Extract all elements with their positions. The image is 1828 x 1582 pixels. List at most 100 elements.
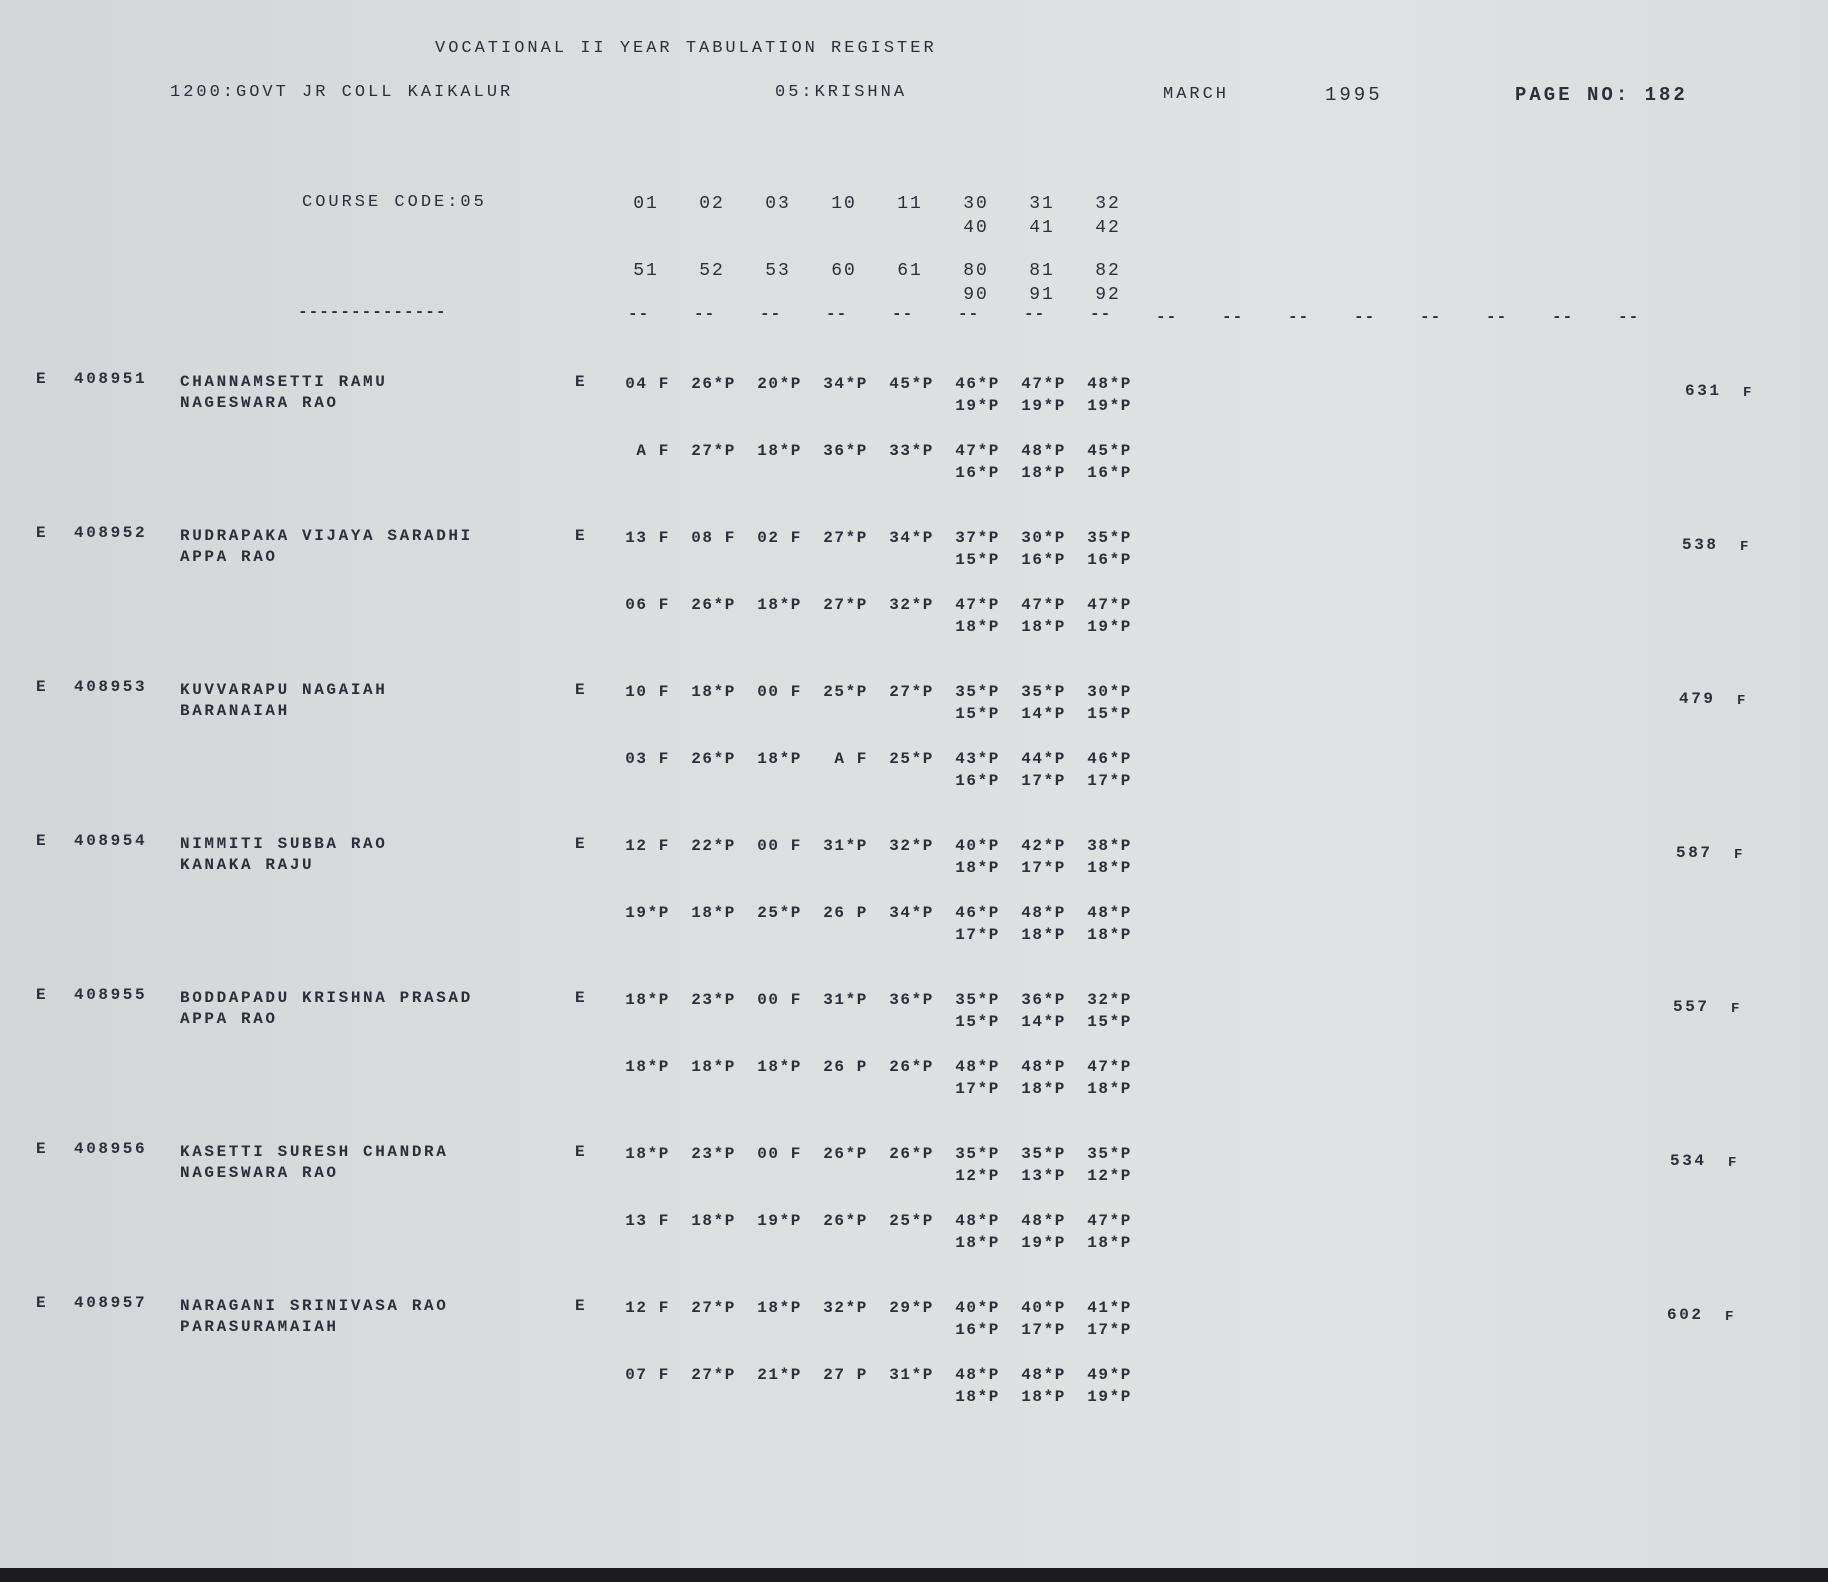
subject-mark: 15*P	[955, 1013, 1000, 1031]
subject-mark: 19*P	[625, 904, 670, 922]
subject-mark: 35*P	[955, 1145, 1000, 1163]
column-rule: --	[694, 305, 716, 323]
subject-mark: 25*P	[823, 683, 868, 701]
subject-mark: 29*P	[889, 1299, 934, 1317]
subject-mark: 13*P	[1021, 1167, 1066, 1185]
subject-mark: 19*P	[1087, 397, 1132, 415]
subject-mark: 17*P	[955, 1080, 1000, 1098]
subject-mark: 32*P	[889, 596, 934, 614]
subject-mark: 18*P	[757, 596, 802, 614]
subject-mark: 18*P	[691, 1058, 736, 1076]
column-rule: --	[958, 305, 980, 323]
student-name: KASETTI SURESH CHANDRA	[180, 1143, 449, 1161]
subject-mark: 18*P	[1021, 618, 1066, 636]
subject-mark: 35*P	[1021, 683, 1066, 701]
subject-mark: 30*P	[1087, 683, 1132, 701]
subject-mark: 27*P	[691, 1366, 736, 1384]
course-column-code: 51	[633, 261, 659, 281]
subject-mark: 35*P	[955, 991, 1000, 1009]
subject-mark: 20*P	[757, 375, 802, 393]
subject-mark: 22*P	[691, 837, 736, 855]
subject-mark: 31*P	[823, 837, 868, 855]
column-rule: --	[1156, 308, 1178, 326]
subject-mark: 32*P	[889, 837, 934, 855]
subject-mark: 00 F	[757, 1145, 802, 1163]
subject-mark: 46*P	[1087, 750, 1132, 768]
subject-mark: 33*P	[889, 442, 934, 460]
subject-mark: 23*P	[691, 1145, 736, 1163]
subject-mark: 07 F	[625, 1366, 670, 1384]
course-column-code: 82	[1095, 261, 1121, 281]
subject-mark: 27 P	[823, 1366, 868, 1384]
subject-mark: 18*P	[757, 1299, 802, 1317]
column-rule: --	[1486, 308, 1508, 326]
subject-mark: 18*P	[955, 618, 1000, 636]
student-flag: E	[36, 1140, 49, 1158]
column-rule: --	[1090, 305, 1112, 323]
subject-mark: 49*P	[1087, 1366, 1132, 1384]
subject-mark: 32*P	[1087, 991, 1132, 1009]
subject-mark: 26*P	[823, 1145, 868, 1163]
total-marks: 538	[1682, 536, 1719, 554]
subject-mark: 34*P	[889, 904, 934, 922]
student-flag: E	[36, 832, 49, 850]
subject-mark: 18*P	[757, 750, 802, 768]
column-rule: --	[760, 305, 782, 323]
course-column-code: 11	[897, 194, 923, 214]
course-column-code: 60	[831, 261, 857, 281]
subject-mark: 26 P	[823, 1058, 868, 1076]
subject-mark: 18*P	[1087, 859, 1132, 877]
subject-mark: 00 F	[757, 991, 802, 1009]
subject-mark: 36*P	[823, 442, 868, 460]
subject-mark: 45*P	[889, 375, 934, 393]
subject-mark: 08 F	[691, 529, 736, 547]
subject-mark: 30*P	[1021, 529, 1066, 547]
column-rule: --	[1354, 308, 1376, 326]
subject-mark: 18*P	[757, 1058, 802, 1076]
subject-mark: 47*P	[955, 596, 1000, 614]
student-flag: E	[36, 370, 49, 388]
subject-mark: 47*P	[1021, 375, 1066, 393]
subject-mark: 26*P	[691, 375, 736, 393]
column-rule: --	[1288, 308, 1310, 326]
subject-mark: 38*P	[1087, 837, 1132, 855]
father-name: APPA RAO	[180, 1010, 278, 1028]
subject-mark: 13 F	[625, 529, 670, 547]
column-rule: --	[1024, 305, 1046, 323]
subject-mark: 19*P	[757, 1212, 802, 1230]
subject-mark: 35*P	[1087, 1145, 1132, 1163]
subject-mark: 40*P	[955, 837, 1000, 855]
subject-mark: 19*P	[1087, 1388, 1132, 1406]
subject-mark: 14*P	[1021, 1013, 1066, 1031]
subject-mark: 26*P	[889, 1058, 934, 1076]
marks-prefix: E	[575, 989, 588, 1007]
subject-mark: 25*P	[757, 904, 802, 922]
subject-mark: 48*P	[1021, 1212, 1066, 1230]
marks-prefix: E	[575, 1297, 588, 1315]
subject-mark: 18*P	[955, 859, 1000, 877]
subject-mark: 31*P	[823, 991, 868, 1009]
subject-mark: 27*P	[889, 683, 934, 701]
subject-mark: 47*P	[1087, 1058, 1132, 1076]
subject-mark: 18*P	[691, 683, 736, 701]
subject-mark: 16*P	[1087, 551, 1132, 569]
subject-mark: 25*P	[889, 750, 934, 768]
register-title: VOCATIONAL II YEAR TABULATION REGISTER	[435, 39, 937, 58]
subject-mark: 26 P	[823, 904, 868, 922]
roll-number: 408952	[74, 524, 148, 542]
subject-mark: 17*P	[955, 926, 1000, 944]
page-number: PAGE NO: 182	[1515, 84, 1688, 106]
subject-mark: 18*P	[1021, 464, 1066, 482]
course-column-code: 52	[699, 261, 725, 281]
subject-mark: 26*P	[691, 596, 736, 614]
subject-mark: 34*P	[889, 529, 934, 547]
student-name: KUVVARAPU NAGAIAH	[180, 681, 388, 699]
column-rule: --	[1552, 308, 1574, 326]
subject-mark: 27*P	[691, 1299, 736, 1317]
subject-mark: 36*P	[889, 991, 934, 1009]
subject-mark: 47*P	[955, 442, 1000, 460]
subject-mark: 16*P	[1087, 464, 1132, 482]
course-column-code: 40	[963, 218, 989, 238]
course-column-code: 10	[831, 194, 857, 214]
subject-mark: 32*P	[823, 1299, 868, 1317]
